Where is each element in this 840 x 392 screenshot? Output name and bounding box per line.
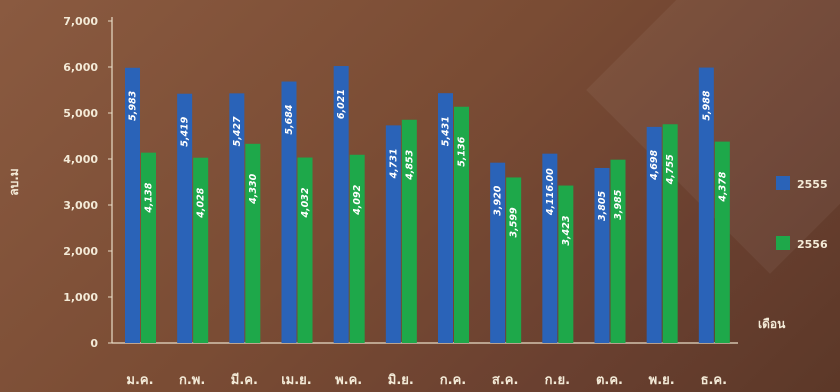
bar-2555: [177, 93, 193, 343]
data-label-2556: 4,330: [248, 173, 259, 204]
bar-2555: [281, 81, 297, 343]
legend-swatch-2556: [776, 236, 790, 250]
bar-2555: [490, 162, 506, 343]
data-label-2555: 4,116.00: [545, 168, 556, 216]
x-tick-label: มี.ค.: [231, 372, 258, 388]
bar-2556: [297, 157, 313, 343]
x-tick-label: พ.ย.: [649, 373, 675, 388]
data-label-2555: 5,983: [128, 90, 139, 120]
bar-2556: [141, 152, 156, 343]
data-label-2555: 6,021: [336, 89, 347, 119]
data-label-2556: 4,755: [665, 154, 676, 185]
data-label-2556: 3,423: [561, 215, 572, 245]
bar-2556: [506, 177, 522, 343]
bar-2555: [438, 93, 453, 343]
bar-2556: [610, 159, 626, 343]
bar-2556: [714, 141, 730, 343]
x-tick-label: ก.พ.: [179, 373, 205, 388]
y-tick-label: 7,000: [63, 15, 98, 28]
x-axis-title: เดือน: [758, 317, 786, 331]
x-tick-label: ก.ค.: [440, 373, 466, 388]
data-label-2556: 4,378: [717, 171, 728, 202]
x-tick-label: ม.ค.: [126, 373, 153, 388]
bar-2555: [646, 126, 662, 343]
data-label-2555: 5,684: [284, 104, 295, 134]
data-label-2555: 4,731: [388, 148, 399, 179]
bar-2556: [349, 154, 365, 343]
data-label-2555: 5,988: [701, 90, 712, 120]
bar-2555: [385, 125, 401, 344]
data-label-2555: 3,920: [493, 185, 504, 215]
x-tick-label: ธ.ค.: [701, 373, 728, 388]
bar-2555: [594, 167, 610, 343]
bar-2556: [662, 124, 678, 344]
legend-swatch-2555: [776, 176, 790, 190]
x-tick-label: มิ.ย.: [388, 373, 414, 388]
bar-2555: [542, 153, 558, 343]
bar-2556: [558, 185, 574, 343]
bar-2555: [333, 66, 349, 343]
legend-label-2556: 2556: [797, 238, 828, 251]
x-tick-label: เม.ย.: [281, 373, 312, 388]
legend-label-2555: 2555: [797, 178, 828, 191]
bar-2555: [698, 67, 714, 343]
bar-2556: [454, 106, 469, 343]
y-tick-label: 1,000: [63, 291, 98, 304]
data-label-2556: 4,032: [300, 187, 311, 218]
data-label-2556: 5,136: [457, 136, 468, 166]
y-tick-label: 2,000: [63, 245, 98, 258]
bar-2556: [245, 143, 261, 343]
data-label-2555: 5,431: [441, 116, 452, 146]
bar-2555: [125, 67, 140, 344]
y-axis-title: ลบ.ม: [7, 168, 21, 195]
x-tick-label: พ.ค.: [335, 373, 362, 388]
x-tick-label: ก.ย.: [545, 373, 570, 388]
y-tick-label: 3,000: [63, 199, 98, 212]
data-label-2555: 4,698: [649, 149, 660, 180]
bar-2556: [401, 119, 417, 344]
data-label-2556: 3,599: [509, 207, 520, 237]
bar-2555: [229, 93, 245, 343]
data-label-2555: 5,419: [180, 116, 191, 146]
x-tick-label: ต.ค.: [596, 373, 623, 388]
y-tick-label: 5,000: [63, 107, 98, 120]
data-label-2556: 4,853: [404, 149, 415, 180]
y-tick-label: 0: [90, 337, 98, 350]
data-label-2556: 3,985: [613, 189, 624, 219]
data-label-2556: 4,138: [144, 182, 155, 213]
x-tick-label: ส.ค.: [492, 373, 519, 388]
y-tick-label: 4,000: [63, 153, 98, 166]
data-label-2555: 3,805: [597, 191, 608, 221]
data-label-2556: 4,092: [352, 184, 363, 215]
bar-2556: [193, 157, 209, 343]
y-tick-label: 6,000: [63, 61, 98, 74]
data-label-2555: 5,427: [232, 116, 243, 146]
data-label-2556: 4,028: [196, 187, 207, 218]
